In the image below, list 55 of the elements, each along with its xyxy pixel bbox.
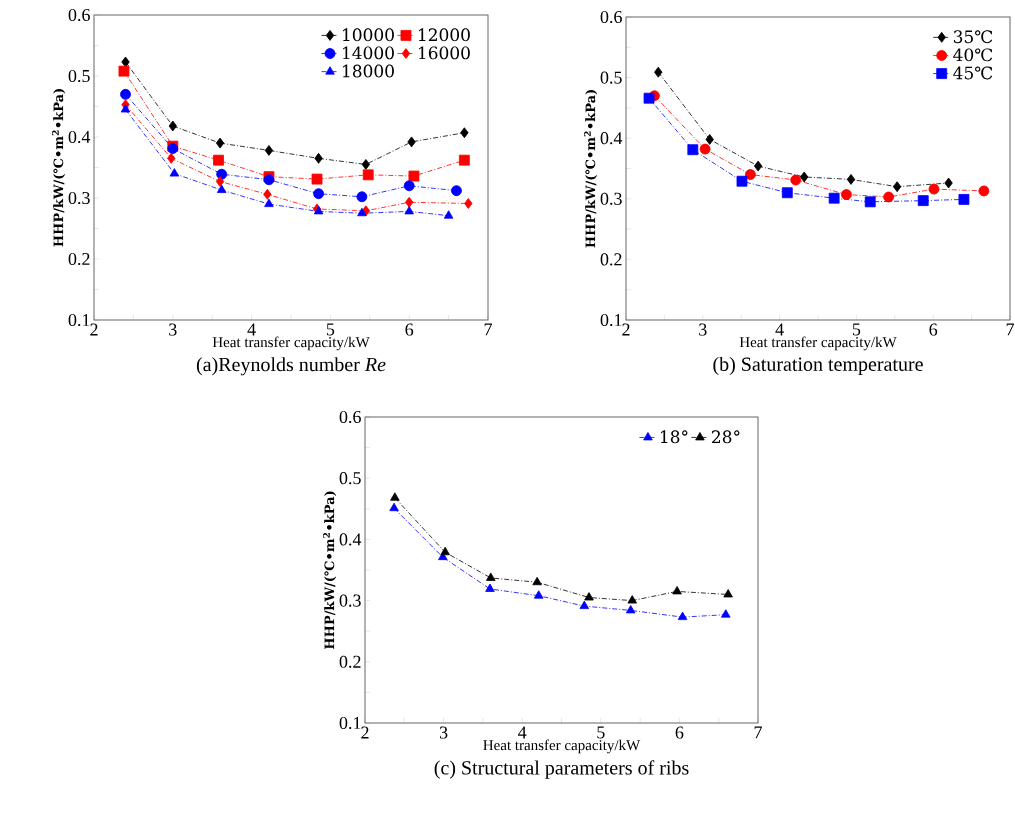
x-tick-label: 6 <box>929 323 938 336</box>
legend-label: 14000 <box>343 46 394 60</box>
x-axis-title: Heat transfer capacity/kW <box>483 739 641 754</box>
y-axis-title: HHP/kW/(℃•m$^{2}$•kPa) <box>51 89 66 247</box>
y-tick-label: 0.6 <box>68 8 90 22</box>
text: (b) Saturation temperature <box>713 356 923 376</box>
y-tick-label: 0.5 <box>68 69 90 83</box>
x-tick-label: 6 <box>405 323 414 336</box>
x-tick-label: 7 <box>1006 323 1014 336</box>
y-tick-label: 0.1 <box>68 313 90 327</box>
legend-label: 12000 <box>418 28 470 42</box>
x-tick-label: 2 <box>622 323 630 336</box>
y-tick-label: 0.3 <box>339 594 361 607</box>
y-tick-label: 0.6 <box>600 10 622 24</box>
y-tick-label: 0.3 <box>600 192 622 205</box>
legend-label: 28° <box>712 430 740 444</box>
x-tick-label: 5 <box>597 726 605 739</box>
y-tick-label: 0.4 <box>600 132 623 145</box>
x-axis-title: Heat transfer capacity/kW <box>739 336 897 351</box>
y-tick-label: 0.1 <box>600 313 622 327</box>
legend-label: 35℃ <box>953 30 993 44</box>
y-tick-label: 0.6 <box>339 410 361 424</box>
x-tick-label: 5 <box>852 323 861 336</box>
y-tick-label: 0.2 <box>600 253 622 266</box>
text: (c) Structural parameters of ribs <box>434 760 689 779</box>
x-tick-label: 7 <box>484 323 492 336</box>
y-tick-label: 0.1 <box>339 716 361 730</box>
y-tick-label: 0.5 <box>339 472 361 485</box>
legend-label: 16000 <box>418 46 470 60</box>
x-tick-label: 7 <box>754 726 762 739</box>
legend-label: 45℃ <box>953 66 993 80</box>
legend-label: 10000 <box>343 28 394 42</box>
x-axis-title: Heat transfer capacity/kW <box>212 336 370 351</box>
y-axis-title: HHP/kW/(℃•m$^{2}$•kPa) <box>583 90 598 248</box>
x-tick-label: 5 <box>326 323 335 336</box>
x-tick-label: 2 <box>90 323 98 336</box>
legend-label: 18000 <box>343 64 394 78</box>
text: (a)Reynolds number Re <box>196 357 386 376</box>
y-axis-title: HHP/kW/(℃•m$^{2}$•kPa) <box>322 491 337 650</box>
legend-label: 40℃ <box>953 48 993 62</box>
x-tick-label: 2 <box>361 726 369 739</box>
y-tick-label: 0.3 <box>68 191 90 205</box>
y-tick-label: 0.4 <box>68 130 91 144</box>
y-tick-label: 0.4 <box>339 533 362 546</box>
y-tick-label: 0.5 <box>600 71 622 84</box>
x-tick-label: 3 <box>699 323 707 336</box>
x-tick-label: 4 <box>247 323 256 336</box>
x-tick-label: 3 <box>439 726 448 739</box>
y-tick-label: 0.2 <box>68 252 90 266</box>
x-tick-label: 3 <box>169 323 177 336</box>
y-tick-label: 0.2 <box>339 655 361 668</box>
x-tick-label: 4 <box>518 726 527 739</box>
x-tick-label: 4 <box>775 323 784 336</box>
legend-label: 18° <box>660 430 688 444</box>
x-tick-label: 6 <box>675 726 684 739</box>
